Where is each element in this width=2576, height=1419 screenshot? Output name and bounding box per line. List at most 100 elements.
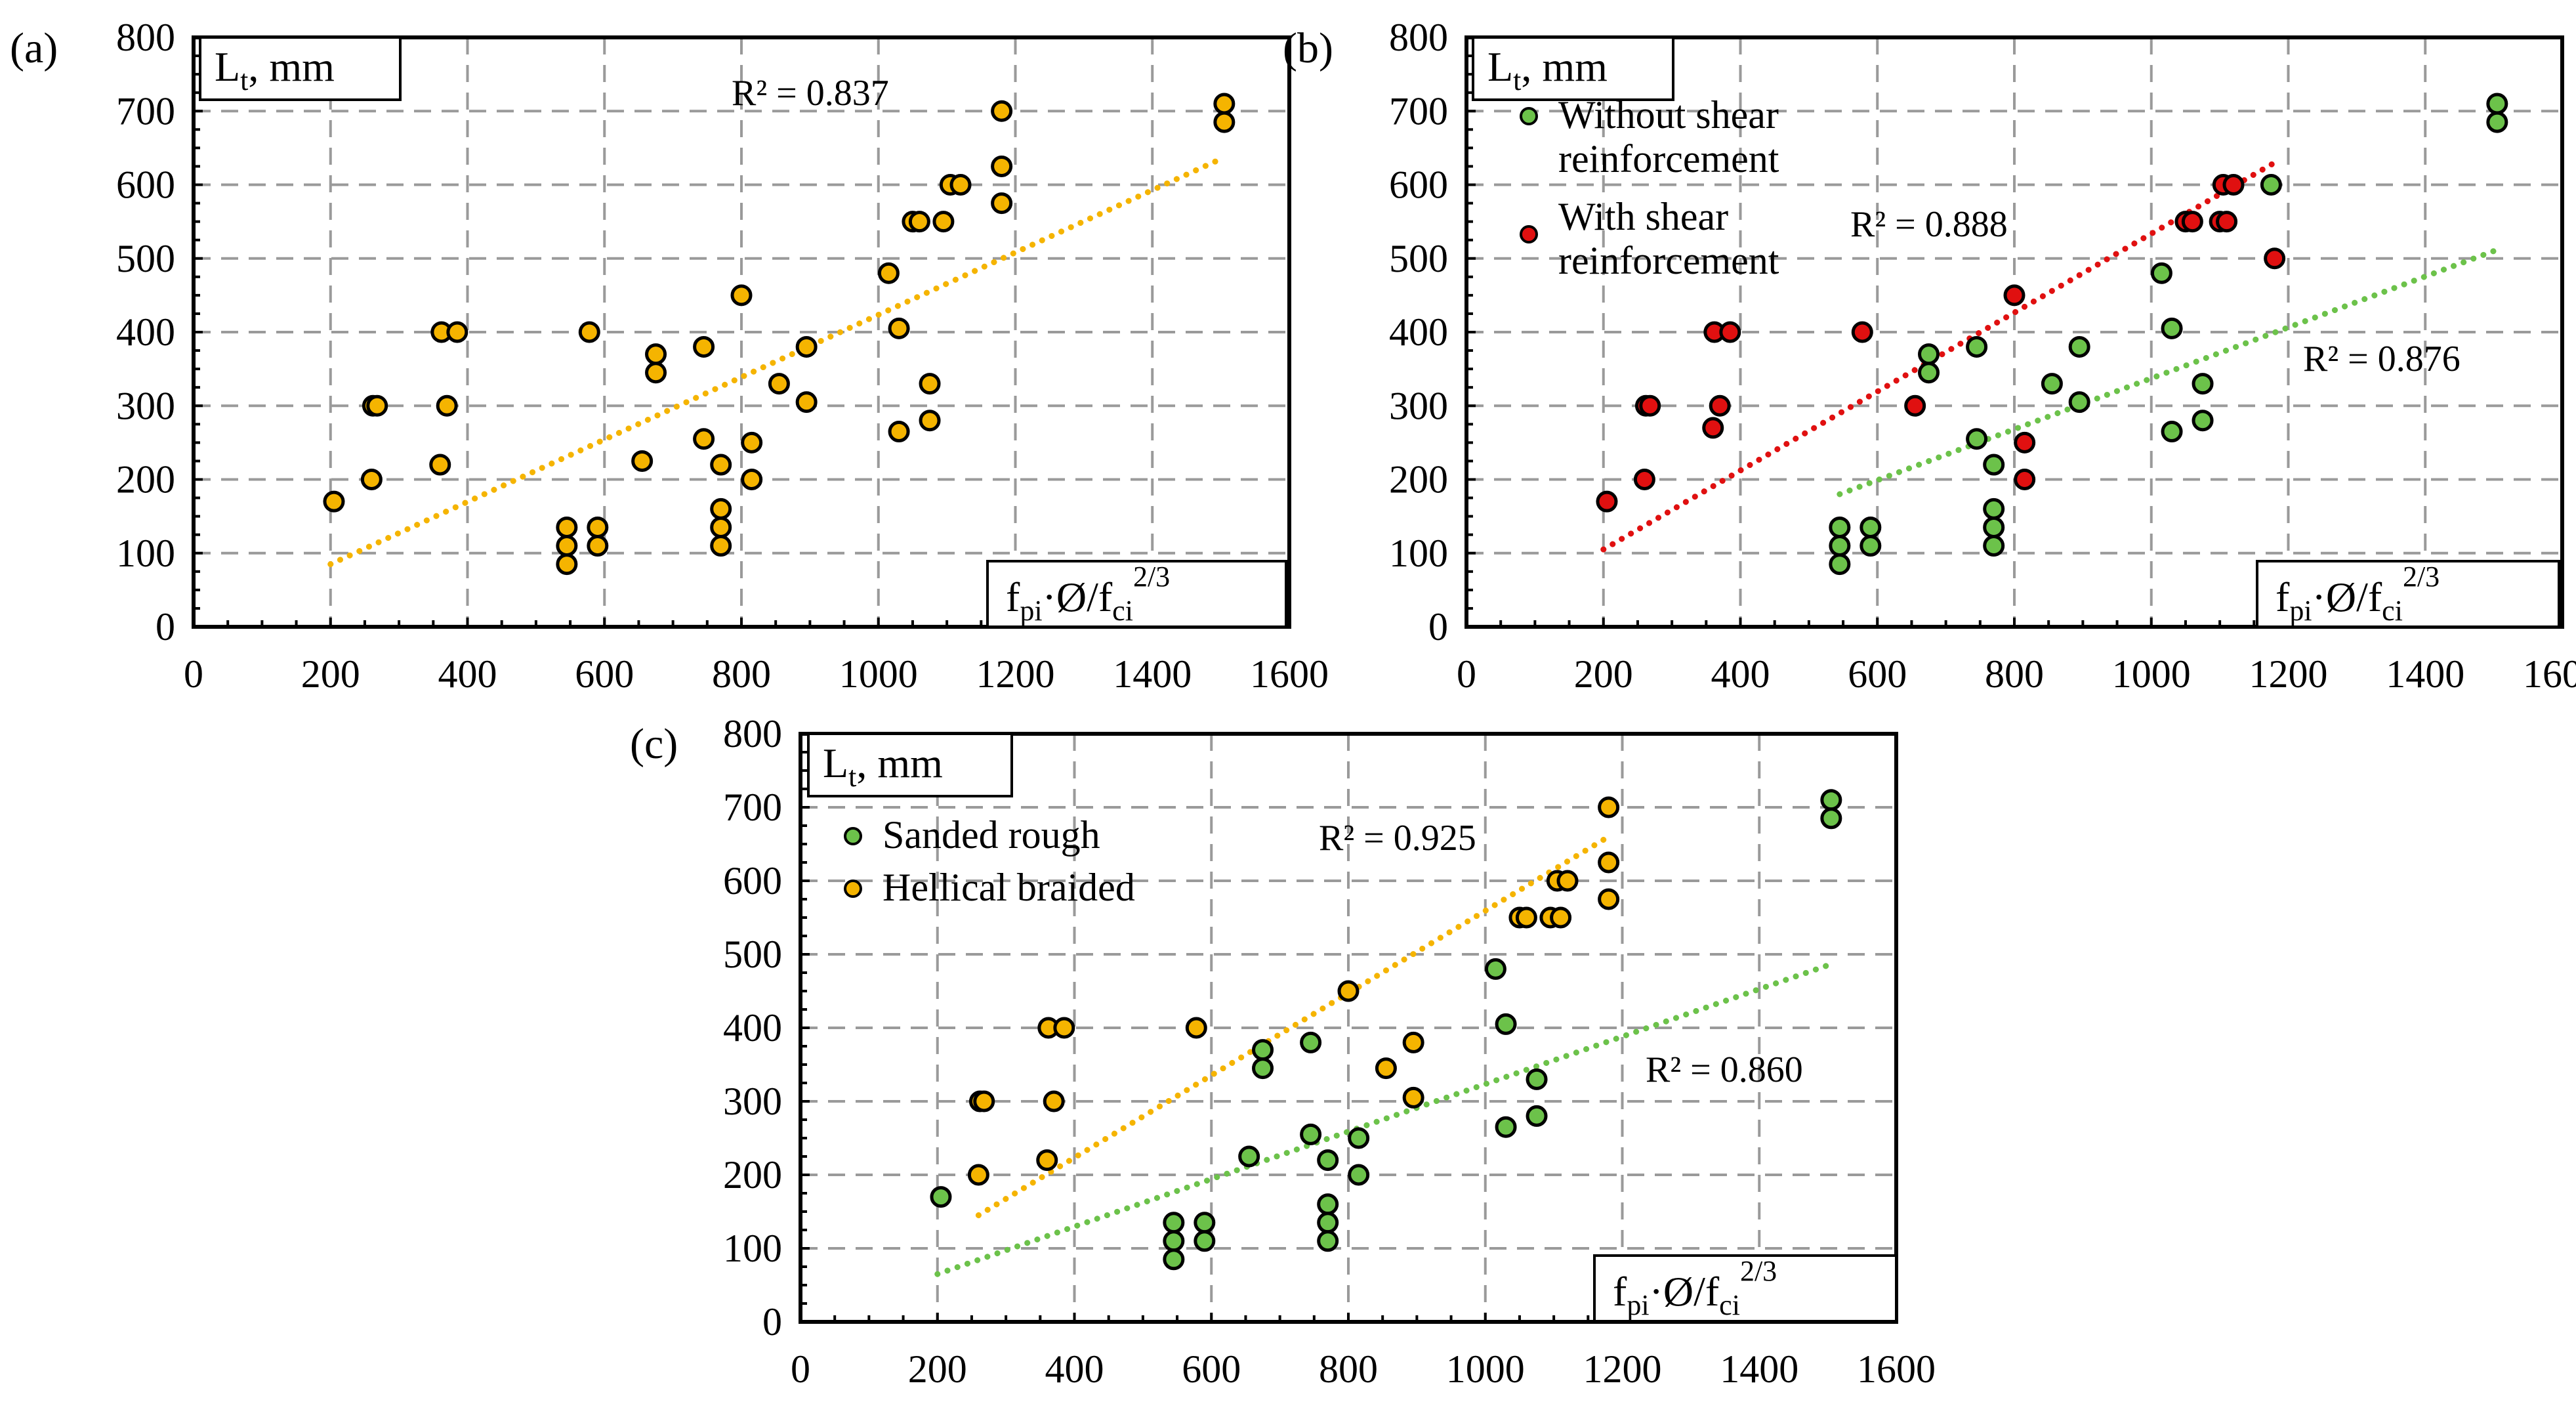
x-label-part: pi bbox=[2289, 595, 2312, 627]
data-point-green bbox=[1300, 1031, 1322, 1053]
x-tick-label: 1200 bbox=[1583, 1347, 1662, 1391]
y-tick-label: 200 bbox=[1389, 458, 1448, 501]
data-point-orange bbox=[556, 553, 578, 576]
x-label-part: ·Ø/f bbox=[1650, 1268, 1720, 1315]
data-point-orange bbox=[645, 362, 667, 384]
data-point-orange bbox=[1515, 906, 1537, 929]
trend-line-orange bbox=[327, 156, 1224, 568]
x-tick-label: 1200 bbox=[976, 652, 1055, 696]
data-point-green bbox=[1317, 1230, 1339, 1252]
y-label-main: L bbox=[823, 740, 848, 786]
data-point-red bbox=[1904, 394, 1926, 417]
y-label-sub: t bbox=[240, 64, 248, 96]
data-point-orange bbox=[1043, 1090, 1065, 1112]
y-axis-label-box bbox=[1472, 36, 1674, 101]
data-point-orange bbox=[710, 535, 732, 557]
y-tick-label: 200 bbox=[723, 1153, 782, 1197]
r-squared-label: R² = 0.860 bbox=[1646, 1049, 1803, 1090]
data-point-green bbox=[1495, 1013, 1517, 1035]
x-label-part: 2/3 bbox=[1133, 561, 1170, 593]
data-point-green bbox=[2161, 421, 2183, 443]
trend-line-red bbox=[1600, 159, 2278, 553]
legend-label: reinforcement bbox=[1558, 137, 1779, 180]
data-point-orange bbox=[877, 262, 900, 284]
data-point-orange bbox=[1556, 870, 1579, 892]
y-tick-label: 600 bbox=[116, 163, 175, 207]
x-tick-label: 600 bbox=[575, 652, 634, 696]
trend-line-orange bbox=[975, 834, 1612, 1219]
y-label-unit: , mm bbox=[248, 43, 335, 90]
data-point-orange bbox=[1402, 1031, 1424, 1053]
data-point-green bbox=[1829, 553, 1851, 576]
data-point-red bbox=[1719, 321, 1741, 343]
data-point-green bbox=[1983, 454, 2005, 476]
data-point-orange bbox=[1598, 851, 1620, 874]
data-point-green bbox=[2192, 373, 2214, 395]
data-point-orange bbox=[1550, 906, 1572, 929]
data-point-green bbox=[1966, 335, 1988, 358]
data-point-green bbox=[1163, 1212, 1185, 1234]
data-point-green bbox=[1348, 1127, 1370, 1149]
data-point-orange bbox=[1213, 111, 1236, 133]
data-point-green bbox=[1163, 1230, 1185, 1252]
data-point-orange bbox=[587, 516, 609, 538]
data-point-orange bbox=[436, 394, 458, 417]
x-tick-label: 1000 bbox=[2112, 652, 2191, 696]
y-axis-label: Lt, mm bbox=[215, 43, 335, 96]
x-label-part: 2/3 bbox=[1740, 1255, 1777, 1287]
data-point-red bbox=[2181, 211, 2203, 233]
x-label-part: ci bbox=[1112, 595, 1133, 627]
data-point-red bbox=[1633, 469, 1655, 490]
data-point-green bbox=[2161, 317, 2183, 339]
data-point-orange bbox=[795, 391, 818, 413]
y-tick-label: 400 bbox=[723, 1006, 782, 1049]
x-label-part: f bbox=[1613, 1268, 1627, 1315]
panel-label: (b) bbox=[1283, 24, 1333, 72]
data-point-green bbox=[1918, 362, 1940, 384]
x-tick-label: 200 bbox=[908, 1347, 967, 1391]
y-tick-label: 0 bbox=[1428, 605, 1448, 648]
legend-label: Without shear bbox=[1558, 93, 1779, 137]
y-axis-label: Lt, mm bbox=[823, 740, 943, 793]
data-point-green bbox=[2486, 93, 2508, 115]
data-point-orange bbox=[991, 155, 1013, 177]
data-point-green bbox=[1194, 1230, 1216, 1252]
y-tick-label: 400 bbox=[116, 310, 175, 354]
data-point-green bbox=[2068, 391, 2090, 413]
data-point-red bbox=[2264, 247, 2286, 270]
x-tick-label: 400 bbox=[438, 652, 497, 696]
x-tick-label: 1600 bbox=[2523, 652, 2576, 696]
data-point-orange bbox=[768, 373, 790, 395]
r-squared-label: R² = 0.876 bbox=[2303, 339, 2461, 379]
x-tick-label: 600 bbox=[1848, 652, 1907, 696]
data-point-orange bbox=[1598, 796, 1620, 818]
data-point-green bbox=[1918, 343, 1940, 366]
x-label-part: ci bbox=[1719, 1289, 1740, 1321]
data-point-red bbox=[2014, 431, 2036, 454]
data-point-green bbox=[1820, 807, 1842, 830]
data-point-red bbox=[2222, 174, 2245, 196]
y-axis-label: Lt, mm bbox=[1487, 43, 1608, 96]
x-tick-label: 1000 bbox=[839, 652, 918, 696]
data-point-green bbox=[1317, 1212, 1339, 1234]
data-point-red bbox=[1702, 417, 1724, 439]
x-tick-label: 400 bbox=[1711, 652, 1770, 696]
data-point-orange bbox=[888, 317, 910, 339]
x-axis-label-box bbox=[2256, 560, 2560, 628]
y-tick-label: 300 bbox=[1389, 384, 1448, 427]
x-label-part: f bbox=[1006, 574, 1020, 620]
data-point-orange bbox=[795, 335, 818, 358]
data-point-orange bbox=[693, 335, 715, 358]
y-tick-label: 500 bbox=[723, 933, 782, 976]
x-tick-label: 1000 bbox=[1446, 1347, 1525, 1391]
data-point-red bbox=[2014, 469, 2036, 490]
x-axis-label-box bbox=[986, 560, 1287, 628]
data-point-orange bbox=[323, 490, 345, 513]
data-point-green bbox=[1829, 535, 1851, 557]
data-point-orange bbox=[631, 450, 654, 472]
data-point-green bbox=[930, 1186, 952, 1208]
data-point-orange bbox=[919, 410, 941, 432]
data-point-green bbox=[1526, 1068, 1548, 1090]
data-point-green bbox=[1820, 789, 1842, 811]
